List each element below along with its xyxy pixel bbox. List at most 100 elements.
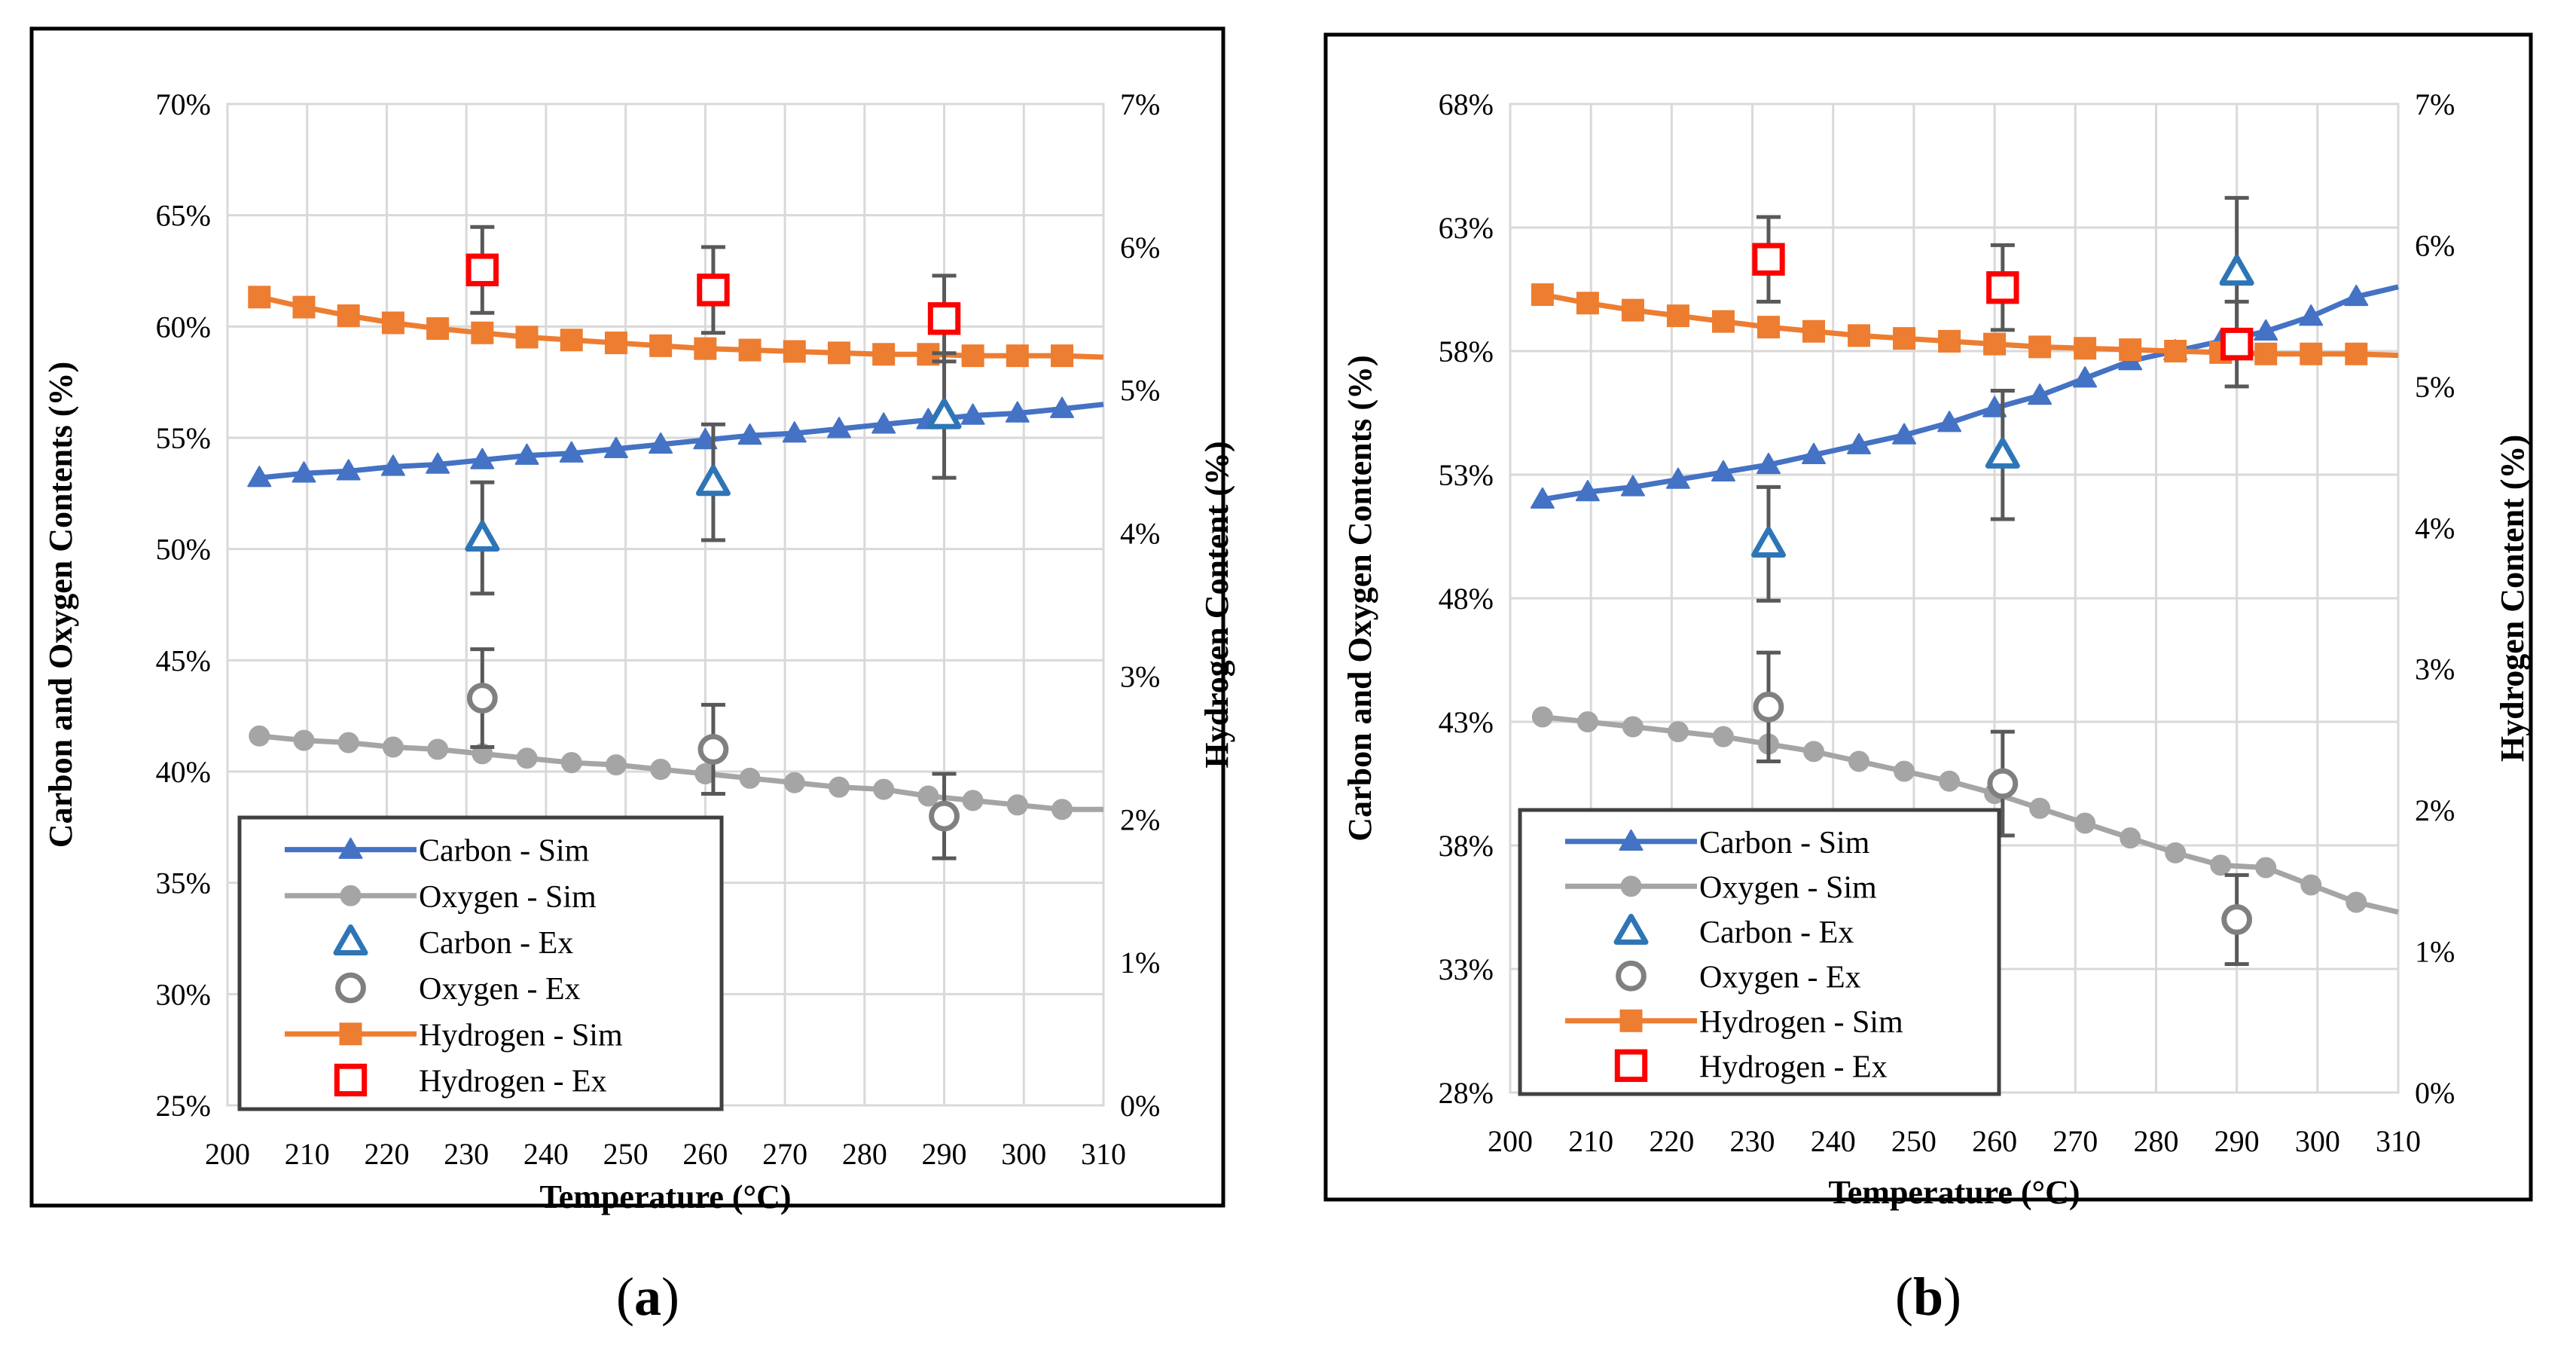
hydrogen-sim-point (2028, 335, 2052, 359)
carbon-sim-point (514, 443, 539, 465)
carbon-sim-point (336, 459, 361, 481)
carbon-sim-point (380, 454, 405, 476)
carbon-sim-point (649, 432, 673, 454)
oxygen-sim-point (382, 736, 404, 758)
hydrogen-sim-point (2074, 337, 2097, 360)
legend-swatch-marker (1613, 913, 1649, 945)
oxygen-sim-point (1006, 794, 1028, 816)
x-tick-label: 270 (762, 1137, 807, 1171)
x-tick-label: 240 (1811, 1124, 1856, 1158)
y2-tick-label: 5% (1120, 374, 1160, 408)
carbon-sim-point (291, 461, 316, 483)
y2-tick-label: 6% (2415, 228, 2455, 262)
x-tick-label: 280 (842, 1137, 887, 1171)
legend-swatch-marker (335, 972, 366, 1004)
y2-tick-label: 2% (1120, 802, 1160, 836)
x-tick-label: 230 (444, 1137, 489, 1171)
panel-label-a: (a) (616, 1267, 679, 1327)
hydrogen-sim-point (1757, 316, 1780, 339)
oxygen-sim-point (2210, 854, 2232, 876)
hydrogen-sim-point (1893, 327, 1916, 350)
x-tick-label: 210 (285, 1137, 330, 1171)
oxygen-sim-point (516, 747, 538, 769)
x-axis-title: Temperature (°C) (539, 1178, 791, 1215)
oxygen-ex-point (2221, 904, 2253, 935)
carbon-sim-point (782, 421, 807, 443)
carbon-sim-point (1711, 460, 1735, 481)
carbon-sim-point (2073, 366, 2098, 388)
carbon-sim-point (247, 466, 272, 488)
hydrogen-ex-point (927, 302, 961, 335)
oxygen-sim-point (739, 767, 761, 789)
hydrogen-sim-point (872, 343, 896, 366)
oxygen-sim-point (1051, 799, 1073, 821)
oxygen-sim-point (1667, 721, 1689, 743)
oxygen-sim-point (873, 778, 895, 800)
legend-label: Carbon - Sim (419, 834, 590, 869)
x-tick-label: 220 (1649, 1124, 1694, 1158)
x-tick-label: 260 (682, 1137, 728, 1171)
oxygen-sim-point (337, 732, 359, 753)
y2-tick-label: 0% (1120, 1089, 1160, 1123)
legend-label: Hydrogen - Sim (1699, 1005, 1903, 1040)
y2-tick-label: 0% (2415, 1076, 2455, 1110)
oxygen-sim-point (962, 790, 984, 811)
carbon-sim-point (470, 448, 495, 469)
x-tick-label: 250 (603, 1137, 649, 1171)
y-tick-label: 65% (156, 199, 211, 233)
carbon-sim-point (1665, 467, 1690, 489)
hydrogen-sim-point (426, 317, 450, 341)
hydrogen-sim-point (1006, 344, 1029, 368)
y2-tick-label: 1% (1120, 946, 1160, 980)
legend-swatch-marker (334, 1063, 368, 1097)
x-tick-label: 300 (2295, 1124, 2340, 1158)
y2-tick-label: 3% (2415, 653, 2455, 686)
carbon-sim-point (426, 452, 450, 474)
x-tick-label: 200 (205, 1137, 250, 1171)
y-tick-label: 70% (156, 87, 211, 121)
oxygen-sim-point (1531, 706, 1553, 728)
hydrogen-sim-point (337, 304, 360, 327)
oxygen-ex-point (1987, 768, 2019, 799)
oxygen-sim-point (2346, 891, 2367, 913)
legend-label: Hydrogen - Ex (1699, 1050, 1888, 1084)
hydrogen-sim-point (1621, 298, 1644, 322)
y2-axis-title: Hydrogen Content (%) (1198, 441, 1235, 768)
oxygen-sim-point (2120, 827, 2141, 849)
y2-tick-label: 4% (2415, 511, 2455, 545)
legend-label: Oxygen - Sim (1699, 870, 1877, 905)
legend-label: Oxygen - Ex (1699, 960, 1861, 995)
carbon-sim-point (826, 417, 851, 439)
y-tick-label: 43% (1439, 705, 1494, 739)
carbon-sim-point (1005, 401, 1030, 423)
legend (1518, 808, 2001, 1096)
carbon-sim-point (2299, 304, 2324, 326)
legend-swatch-marker (333, 924, 368, 956)
y2-tick-label: 1% (2415, 935, 2455, 969)
x-tick-label: 200 (1488, 1124, 1533, 1158)
hydrogen-sim-point (560, 329, 583, 352)
hydrogen-sim-point (2119, 338, 2142, 362)
y-tick-label: 60% (156, 310, 211, 344)
oxygen-ex-point (466, 683, 498, 714)
hydrogen-sim-point (515, 326, 539, 349)
carbon-sim-point (871, 412, 896, 434)
oxygen-sim-point (1894, 760, 1915, 782)
y-tick-label: 30% (156, 977, 211, 1011)
x-tick-label: 230 (1730, 1124, 1775, 1158)
x-tick-label: 280 (2133, 1124, 2178, 1158)
carbon-sim-point (1847, 432, 1872, 454)
hydrogen-sim-point (292, 295, 316, 319)
y-tick-label: 63% (1439, 211, 1494, 245)
hydrogen-sim-point (783, 340, 806, 363)
hydrogen-sim-point (1848, 324, 1871, 347)
hydrogen-sim-point (2300, 342, 2323, 365)
carbon-sim-point (603, 436, 628, 459)
hydrogen-sim-point (738, 338, 762, 362)
y-tick-label: 58% (1439, 335, 1494, 368)
legend-swatch-marker (338, 837, 363, 859)
carbon-sim-point (2028, 384, 2053, 405)
y2-tick-label: 6% (1120, 231, 1160, 264)
carbon-sim-point (559, 441, 584, 463)
oxygen-sim-point (2255, 857, 2277, 879)
